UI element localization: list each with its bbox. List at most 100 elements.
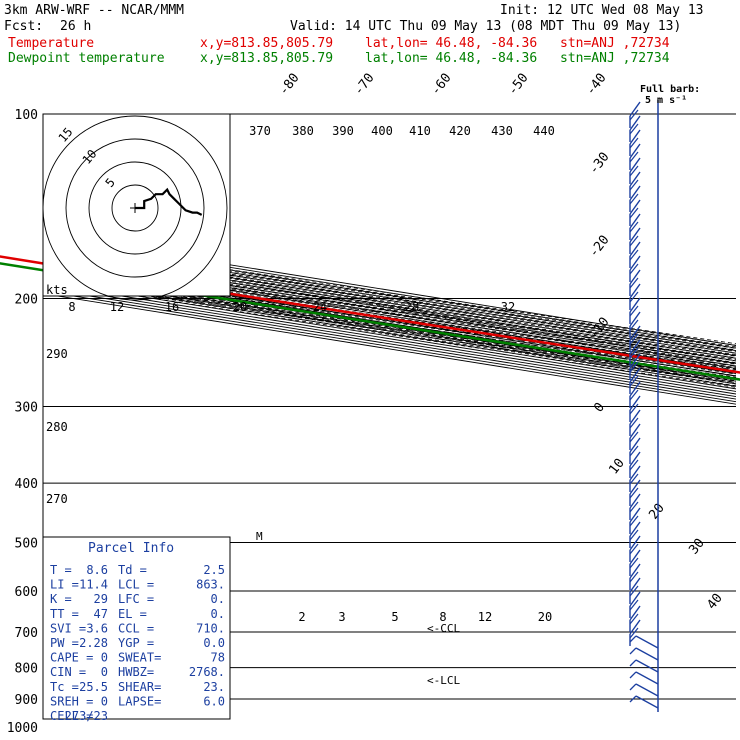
wind-barb [629,635,637,643]
wind-barb [629,241,641,257]
wind-barb [629,165,639,177]
wind-barb [629,535,641,551]
parcel-info-cell: 2.28 [79,636,108,650]
parcel-info-cell: 0 [101,665,108,679]
wind-barb [629,431,639,443]
wind-barb [629,459,639,471]
legend-temperature-latlon: lat,lon= 46.48, -84.36 [365,36,538,51]
wind-barb [629,143,641,159]
pressure-label: 100 [15,108,38,123]
parcel-info-cell: 11.4 [79,578,108,592]
parcel-info-cell: 0.0 [203,636,225,650]
wind-barb [629,613,639,625]
mixing-ratio-upper-label: 28 [405,300,419,314]
parcel-info-cell: 273/23 [65,709,108,723]
isotherm-label: -60 [428,71,454,99]
theta-label: 440 [533,124,555,138]
parcel-info-cell: 2.5 [203,563,225,577]
barb-legend-line2: 5 m s⁻¹ [645,95,688,106]
wind-barb [629,521,641,537]
wind-barb [629,409,641,425]
isotherm-label: -20 [586,233,612,261]
parcel-info-cell: LFC = [118,592,154,606]
moist-adiabat [43,268,736,374]
pressure-label: 300 [15,400,38,415]
moist-adiabat [43,265,736,371]
wind-barb [629,695,637,703]
wind-barb [629,185,641,201]
parcel-info-frame [42,536,231,720]
wind-barb [629,137,639,149]
wind-barb [629,591,641,607]
parcel-info-cell: 6.0 [203,694,225,708]
wind-barb [629,171,641,187]
pressure-label: 600 [15,585,38,600]
mixing-ratio-lower-label: 2 [298,610,305,624]
parcel-info-cell: SREH = [50,694,93,708]
wind-barb [635,635,659,649]
theta-label: 430 [491,124,513,138]
pressure-label: 400 [15,477,38,492]
isotherm-label: 30 [686,536,707,558]
parcel-info-cell: 47 [94,607,108,621]
parcel-info-box: Parcel Info T = 8.6 Td = 2.5 LI = 11.4 LCL = 863… [42,536,231,723]
wind-barb [629,325,641,341]
wind-barb [629,479,641,495]
mixing-ratio-lower-label: 3 [338,610,345,624]
parcel-info-cell: 23. [203,680,225,694]
wind-barb [629,465,641,481]
wind-barb [629,577,641,593]
theta-e-label: 290 [46,347,68,361]
wind-barb [629,151,639,163]
theta-label: 420 [449,124,471,138]
parcel-info-cell: 0. [211,607,225,621]
parcel-info-cell: Tc = [50,680,79,694]
moist-adiabat [43,270,736,377]
wind-barb [629,529,639,541]
wind-barb [629,339,641,355]
parcel-info-cell: 0 [101,651,108,665]
parcel-info-cell: 8.6 [86,563,108,577]
valid-time: Valid: 14 UTC Thu 09 May 13 (08 MDT Thu … [290,19,682,34]
wind-barb [629,493,641,509]
wind-barb [629,319,639,331]
isotherm-label: 10 [606,456,627,478]
pressure-label: 200 [15,293,38,308]
parcel-info-cell: Td = [118,563,147,577]
wind-barb [629,659,637,667]
fcst-value: 26 h [60,19,92,34]
pressure-label: 1000 [7,721,38,736]
wind-barb [629,333,639,345]
wind-barb [629,367,641,383]
wind-barb [629,619,641,635]
wind-barb [629,311,641,327]
wind-barb [629,487,639,499]
dry-adiabat [43,281,736,388]
mixing-ratio-upper-label: 16 [165,300,179,314]
wind-barb [635,659,659,673]
wind-barb [629,277,639,289]
parcel-info-cell: SHEAR= [118,680,161,694]
dry-adiabat [43,279,736,387]
isotherm-label: 20 [646,501,667,523]
wind-barb [629,543,639,555]
wind-barb [629,249,639,261]
mixing-level-marker: M [256,530,263,543]
parcel-info-cell: T = [50,563,72,577]
wind-barb [629,389,639,401]
parcel-info-cell: CELL = [50,709,93,723]
wind-barb [629,297,641,313]
hodograph-trace [135,187,203,216]
parcel-info-cell: 78 [211,651,225,665]
wind-barb [629,423,641,439]
wind-barb [629,437,641,453]
isotherm-label: -40 [583,71,609,99]
hodograph-ring [111,184,159,232]
parcel-info-cell: 2768. [189,665,225,679]
wind-barb [635,671,659,685]
wind-barb [629,213,641,229]
dewpoint-profile [0,262,740,381]
parcel-info-cell: SWEAT= [118,651,161,665]
